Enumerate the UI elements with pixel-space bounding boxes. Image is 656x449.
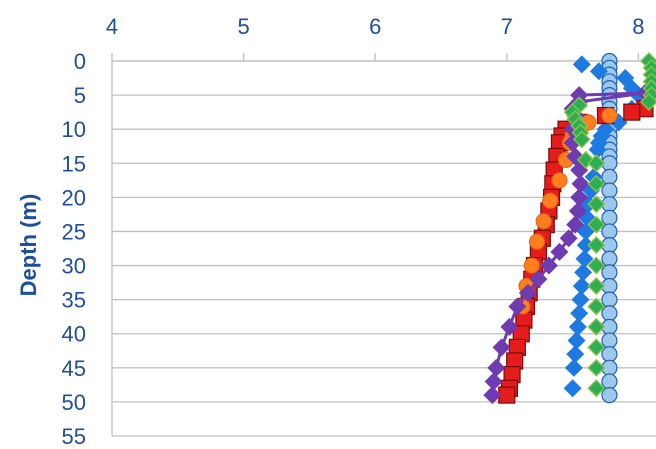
data-point — [601, 107, 618, 124]
x-tick-label: 4 — [106, 14, 118, 39]
data-point — [568, 317, 587, 336]
data-point — [601, 264, 618, 281]
y-tick-label: 20 — [62, 185, 86, 210]
x-tick-label: 7 — [501, 14, 513, 39]
data-point — [567, 331, 586, 350]
data-point — [601, 250, 618, 267]
data-point — [623, 103, 641, 121]
y-tick-label: 50 — [62, 390, 86, 415]
data-point — [566, 345, 585, 364]
data-point — [528, 233, 546, 250]
x-tick-label: 5 — [237, 14, 249, 39]
data-point — [535, 213, 552, 230]
data-point — [587, 256, 606, 275]
data-point — [539, 256, 558, 275]
data-point — [492, 338, 511, 357]
data-point — [566, 215, 585, 234]
data-point — [601, 182, 618, 199]
data-point — [587, 297, 606, 316]
data-point — [564, 358, 583, 377]
data-point — [587, 358, 606, 377]
data-point — [529, 270, 548, 289]
y-tick-label: 10 — [62, 117, 86, 142]
y-tick-label: 15 — [62, 151, 86, 176]
axis-layer — [111, 53, 656, 436]
data-point — [508, 297, 527, 316]
y-tick-label: 25 — [62, 219, 86, 244]
data-point — [601, 291, 618, 308]
data-point — [601, 346, 618, 363]
data-point — [639, 92, 656, 111]
data-point — [542, 192, 559, 209]
data-point — [570, 304, 589, 323]
data-point — [587, 236, 606, 255]
data-point — [559, 229, 578, 248]
data-point — [587, 277, 606, 295]
y-tick-label: 45 — [62, 356, 86, 381]
data-point — [487, 358, 506, 377]
series-6 — [563, 52, 656, 398]
data-point — [550, 242, 569, 261]
data-point — [601, 223, 618, 240]
series-1 — [601, 52, 618, 404]
data-point — [518, 283, 537, 302]
data-point — [587, 154, 606, 173]
x-tick-label: 8 — [632, 14, 644, 39]
data-point — [601, 209, 618, 226]
data-point — [587, 338, 606, 357]
data-point — [587, 195, 606, 214]
data-point — [563, 379, 582, 398]
data-point — [587, 174, 606, 193]
y-tick-label: 55 — [62, 424, 86, 449]
data-point — [589, 62, 608, 81]
data-point — [587, 317, 606, 336]
y-tick-label: 5 — [74, 83, 86, 108]
data-point — [601, 305, 618, 322]
data-point — [601, 332, 618, 349]
y-tick-label: 40 — [62, 322, 86, 347]
x-tick-label: 6 — [369, 14, 381, 39]
data-point — [587, 215, 606, 234]
data-point — [483, 386, 502, 405]
data-point — [601, 386, 618, 404]
data-point — [500, 317, 519, 336]
y-tick-label: 0 — [74, 49, 86, 74]
y-axis-title: Depth (m) — [16, 194, 41, 297]
y-tick-label: 35 — [62, 288, 86, 313]
data-point — [551, 172, 568, 189]
data-point — [523, 257, 540, 274]
data-point — [601, 168, 618, 186]
data-point — [572, 130, 591, 149]
data-point — [587, 379, 606, 398]
data-point — [571, 290, 590, 309]
y-tick-label: 30 — [62, 254, 86, 279]
data-point — [601, 373, 618, 390]
data-layer — [483, 52, 656, 405]
data-point — [572, 55, 591, 74]
